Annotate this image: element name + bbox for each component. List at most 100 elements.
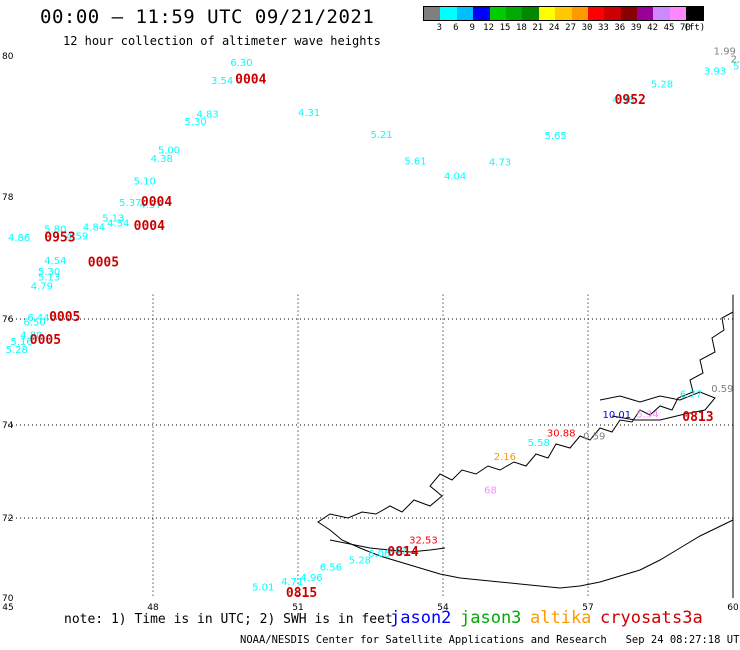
legend-labels: 3 6 9 12 15 18 21 24 27 30 33 36 39 42 45 70 (ft) [423,21,706,35]
wave-height-label: 5.21 [371,130,393,141]
pass-time-label: 0814 [387,545,418,560]
satellite-label-altika: altika [530,608,592,628]
legend-swatch [440,7,457,20]
wave-height-label: 5.30 [184,117,206,128]
wave-height-label: 5.28 [349,556,371,567]
wave-height-label: 5.13 [38,273,60,284]
legend-swatch [555,7,572,20]
legend-tick-label: 27 [565,23,577,33]
pass-time-label: 0815 [286,586,317,601]
wave-height-label: 5.61 [404,157,426,168]
pass-time-label: 0004 [141,195,172,210]
wave-height-label: 5.00 [158,145,180,156]
legend-tick-label: 33 [597,23,609,33]
wave-height-label: 4.73 [489,157,511,168]
wave-height-label: 0.59 [711,384,733,395]
pass-time-label: 0004 [134,219,165,234]
legend-swatch [489,7,506,20]
wave-height-label: 5.16 [10,337,32,348]
lon-tick-label: 48 [147,603,159,613]
lat-tick-label: 70 [2,594,14,604]
legend-tick-label: 9 [469,23,475,33]
pass-time-label: 0005 [49,310,80,325]
wave-height-label: 3.54 [211,76,233,87]
legend-swatch [424,7,441,20]
wave-height-label: 6.50 [23,317,45,328]
wave-height-label: 4.54 [44,256,66,267]
wave-height-label: 5.28 [6,345,28,356]
pass-time-label: 0005 [30,333,61,348]
strait-outline [329,539,446,553]
wave-height-label: 2.07 [731,54,740,65]
legend-tick-label: 24 [548,23,560,33]
legend-tick-label: 39 [630,23,642,33]
wave-height-label: 4.54 [107,218,129,229]
wave-height-label: 4.59 [66,232,88,243]
legend-tick-label: 21 [532,23,544,33]
wave-height-label: 4.86 [8,233,30,244]
pass-time-label: 0005 [88,256,119,271]
legend-unit: (ft) [683,23,706,33]
wave-height-label: 30.88 [547,429,576,440]
satellite-label-jason3: jason3 [460,608,522,628]
legend-tick-label: 42 [647,23,659,33]
legend-swatch [637,7,654,20]
legend-swatch [571,7,588,20]
footnote: note: 1) Time is in UTC; 2) SWH is in fe… [64,612,393,627]
lon-tick-label: 57 [582,603,593,613]
wave-height-label: 5.34 [636,410,658,421]
wave-height-label: 5.01 [252,582,274,593]
legend-swatch [587,7,605,20]
wave-height-label: 5.96 [733,61,740,72]
lon-tick-label: 60 [727,603,739,613]
wave-height-label: 3.93 [704,66,726,77]
lat-tick-label: 78 [2,193,14,203]
legend-swatch [538,7,556,20]
wave-height-label: 5.58 [528,438,550,449]
wave-height-label: 4.47 [385,546,407,557]
lon-tick-label: 51 [292,603,303,613]
wave-height-label: 1.99 [714,47,736,58]
wave-height-label: 0.59 [583,431,605,442]
wave-height-label: 6.44 [27,313,49,324]
legend-swatch [604,7,621,20]
lat-tick-label: 76 [2,315,14,325]
pass-time-label: 0952 [615,93,646,108]
wave-height-label: 6.56 [320,562,342,573]
legend-swatch [669,7,687,20]
wave-height-label: 4.38 [151,154,173,165]
legend-swatches [423,6,704,21]
island-outline [599,391,716,421]
wave-height-label: 4.80 [20,331,42,342]
wave-height-label: 5.13 [102,213,124,224]
wave-height-label: 5.30 [38,267,60,278]
legend-swatch [686,7,703,20]
wave-height-label: 4.96 [300,573,322,584]
wave-height-label: 4.04 [444,171,466,182]
legend-swatch [473,7,490,20]
satellite-label-jason2: jason2 [390,608,452,628]
legend-tick-label: 45 [663,23,675,33]
legend-swatch [522,7,539,20]
legend-tick-label: 6 [453,23,459,33]
coastline [317,311,734,589]
pass-time-label: 0953 [44,231,75,246]
wave-height-label: 6.30 [230,58,252,69]
wave-height-label: 5.80 [44,224,66,235]
legend-swatch [505,7,523,20]
satellite-label-cryosat: cryosat [600,608,672,628]
legend-tick-label: 36 [614,23,626,33]
wave-height-label: 4.31 [298,108,320,119]
wave-height-label: 4.57 [139,200,161,211]
wave-height-label: 2.16 [494,452,516,463]
legend-tick-label: 15 [499,23,511,33]
wave-height-label: 32.53 [409,536,438,547]
wave-height-label: 4.38 [612,95,634,106]
page-subtitle: 12 hour collection of altimeter wave hei… [63,34,381,48]
wave-height-label: 68 [484,485,497,496]
legend-tick-label: 18 [515,23,527,33]
credit-line: NOAA/NESDIS Center for Satellite Applica… [240,634,740,646]
lat-tick-label: 80 [2,52,14,62]
color-legend: 3 6 9 12 15 18 21 24 27 30 33 36 39 42 45 70 (ft) [423,6,706,35]
